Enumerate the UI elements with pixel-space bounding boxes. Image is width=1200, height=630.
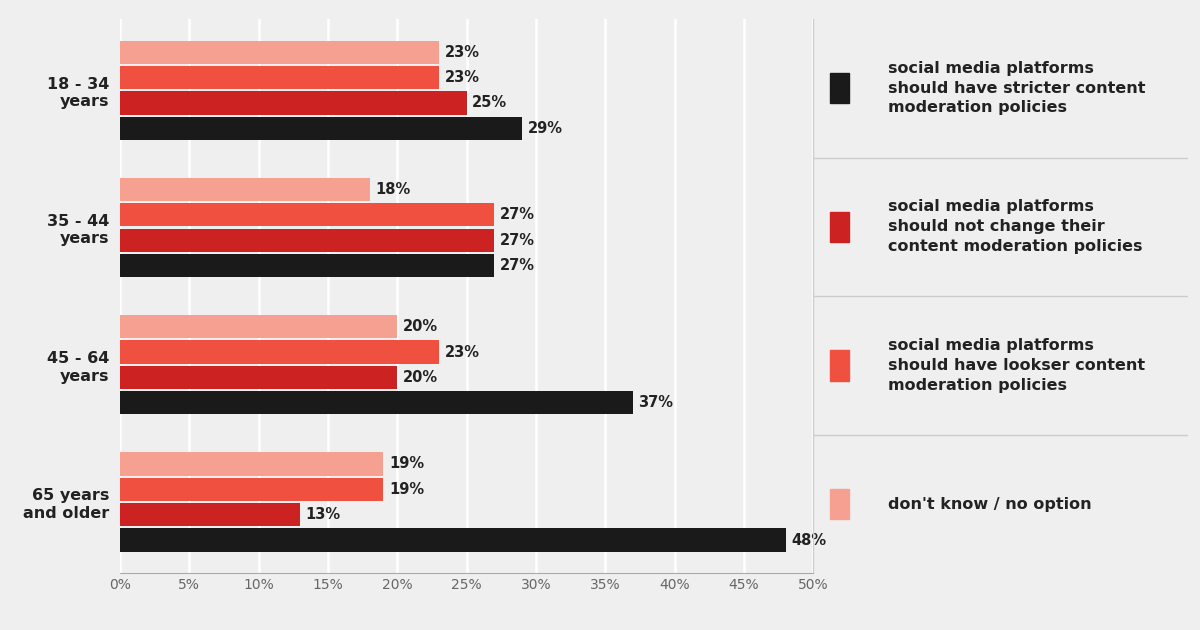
Text: 19%: 19% <box>389 482 424 496</box>
Bar <box>830 212 848 242</box>
Text: social media platforms
should have lookser content
moderation policies: social media platforms should have looks… <box>888 338 1145 392</box>
Bar <box>120 478 384 501</box>
Text: 23%: 23% <box>444 45 480 60</box>
Bar <box>120 452 384 476</box>
Bar <box>830 73 848 103</box>
Bar <box>120 117 522 140</box>
Text: 37%: 37% <box>638 395 673 410</box>
Bar <box>830 489 848 519</box>
Bar <box>120 203 494 226</box>
Text: don't know / no option: don't know / no option <box>888 496 1092 512</box>
Text: 27%: 27% <box>500 232 535 248</box>
Bar <box>120 229 494 252</box>
Text: social media platforms
should not change their
content moderation policies: social media platforms should not change… <box>888 200 1142 254</box>
Text: 27%: 27% <box>500 258 535 273</box>
Bar <box>120 529 786 552</box>
Text: 23%: 23% <box>444 70 480 85</box>
Text: 25%: 25% <box>472 96 508 110</box>
Text: 19%: 19% <box>389 456 424 471</box>
Bar <box>120 366 397 389</box>
Text: 13%: 13% <box>306 507 341 522</box>
Text: 20%: 20% <box>403 370 438 385</box>
Text: 18%: 18% <box>376 182 410 197</box>
Bar <box>120 40 439 64</box>
Bar <box>120 66 439 89</box>
Bar <box>120 315 397 338</box>
Text: 27%: 27% <box>500 207 535 222</box>
Text: 20%: 20% <box>403 319 438 334</box>
Text: 23%: 23% <box>444 345 480 360</box>
Text: 48%: 48% <box>791 532 827 547</box>
Bar <box>830 350 848 381</box>
Text: social media platforms
should have stricter content
moderation policies: social media platforms should have stric… <box>888 61 1146 115</box>
Bar <box>120 340 439 364</box>
Bar <box>120 503 300 526</box>
Bar <box>120 91 467 115</box>
Text: 29%: 29% <box>528 121 563 136</box>
Bar <box>120 178 370 201</box>
Bar <box>120 391 634 415</box>
Bar <box>120 254 494 277</box>
